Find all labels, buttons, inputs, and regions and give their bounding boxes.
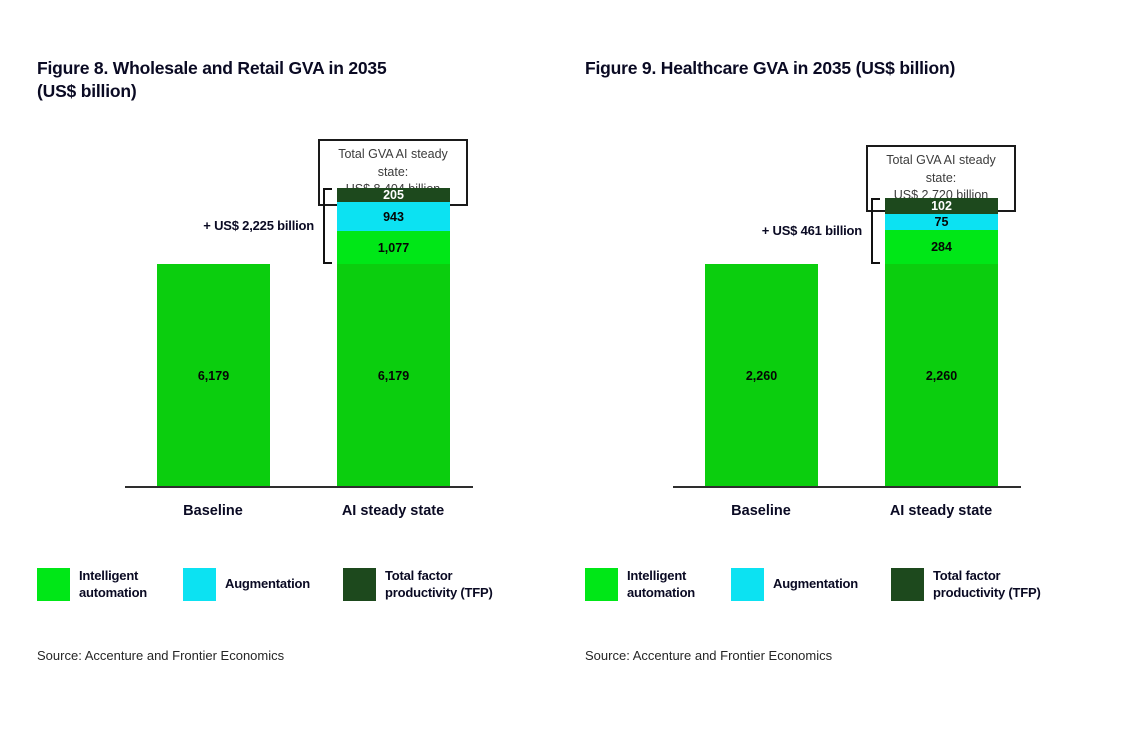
figure-9-ai-base-segment: 2,260 xyxy=(885,264,998,487)
figure-8-baseline-segment: 6,179 xyxy=(157,264,270,487)
tfp-swatch-icon xyxy=(891,568,924,601)
figure-8-augmentation-segment: 943 xyxy=(337,202,450,231)
legend-label-tfp: Total factor productivity (TFP) xyxy=(933,568,1041,600)
figure-9-ai-steady-state-bar: 102 75 284 2,260 xyxy=(885,198,998,487)
figure-8-increment-bracket xyxy=(323,188,332,264)
figure-8-tfp-value: 205 xyxy=(383,188,404,202)
figure-8-automation-value: 1,077 xyxy=(377,240,410,255)
legend-item-tfp: Total factor productivity (TFP) xyxy=(891,568,1063,601)
figure-9-increment-label: + US$ 461 billion xyxy=(761,223,862,238)
augmentation-swatch-icon xyxy=(731,568,764,601)
figure-8-baseline-value: 6,179 xyxy=(197,368,230,383)
figure-8-ai-base-segment: 6,179 xyxy=(337,264,450,487)
figure-8-title-line1: Figure 8. Wholesale and Retail GVA in 20… xyxy=(37,58,387,78)
legend-label-intelligent-automation: Intelligent automation xyxy=(79,568,148,600)
figure-9-baseline-value: 2,260 xyxy=(745,368,778,383)
legend-item-tfp: Total factor productivity (TFP) xyxy=(343,568,515,601)
figure-8-automation-segment: 1,077 xyxy=(337,231,450,264)
figure-9-augmentation-value: 75 xyxy=(934,215,949,229)
legend-label-augmentation: Augmentation xyxy=(225,576,310,592)
figure-8-legend: Intelligent automation Augmentation Tota… xyxy=(37,568,527,608)
figure-8-ai-axis-label: AI steady state xyxy=(341,503,445,519)
figure-8-augmentation-value: 943 xyxy=(383,209,404,224)
figure-9-legend: Intelligent automation Augmentation Tota… xyxy=(585,568,1075,608)
legend-item-augmentation: Augmentation xyxy=(731,568,883,601)
figure-9-ai-base-value: 2,260 xyxy=(925,368,958,383)
figure-8-x-axis xyxy=(125,486,473,488)
figure-9-total-gva-callout-line1: Total GVA AI steady state: xyxy=(886,153,996,185)
tfp-swatch-icon xyxy=(343,568,376,601)
augmentation-swatch-icon xyxy=(183,568,216,601)
figure-9-tfp-segment: 102 xyxy=(885,198,998,214)
legend-label-augmentation: Augmentation xyxy=(773,576,858,592)
figure-9-x-axis xyxy=(673,486,1021,488)
figure-9-automation-value: 284 xyxy=(931,240,952,254)
figure-9-tfp-value: 102 xyxy=(931,199,952,213)
figure-8-total-gva-callout-line1: Total GVA AI steady state: xyxy=(338,147,448,179)
figure-8-baseline-bar: 6,179 xyxy=(157,264,270,487)
figure-9-increment-bracket xyxy=(871,198,880,264)
figure-9-baseline-axis-label: Baseline xyxy=(731,503,791,519)
figure-9-title-line1: Figure 9. Healthcare GVA in 2035 (US$ bi… xyxy=(585,58,956,78)
legend-item-intelligent-automation: Intelligent automation xyxy=(37,568,169,601)
figure-9-ai-axis-label: AI steady state xyxy=(889,503,993,519)
figure-8-title-line2: (US$ billion) xyxy=(37,80,137,101)
figure-9-baseline-segment: 2,260 xyxy=(705,264,818,487)
legend-item-intelligent-automation: Intelligent automation xyxy=(585,568,717,601)
figure-8-increment-label: + US$ 2,225 billion xyxy=(203,218,314,233)
figure-9-healthcare-chart: Figure 9. Healthcare GVA in 2035 (US$ bi… xyxy=(585,0,1075,740)
figure-8-wholesale-retail-chart: Figure 8. Wholesale and Retail GVA in 20… xyxy=(37,0,527,740)
figure-8-ai-steady-state-bar: 205 943 1,077 6,179 xyxy=(337,188,450,487)
legend-label-intelligent-automation: Intelligent automation xyxy=(627,568,696,600)
intelligent-automation-swatch-icon xyxy=(585,568,618,601)
legend-label-tfp: Total factor productivity (TFP) xyxy=(385,568,493,600)
figure-8-source: Source: Accenture and Frontier Economics xyxy=(37,648,285,663)
figure-8-title: Figure 8. Wholesale and Retail GVA in 20… xyxy=(37,57,517,103)
figure-9-source: Source: Accenture and Frontier Economics xyxy=(585,648,833,663)
figure-9-baseline-bar: 2,260 xyxy=(705,264,818,487)
figure-9-title: Figure 9. Healthcare GVA in 2035 (US$ bi… xyxy=(585,57,1065,80)
intelligent-automation-swatch-icon xyxy=(37,568,70,601)
figure-8-tfp-segment: 205 xyxy=(337,188,450,202)
figure-9-automation-segment: 284 xyxy=(885,230,998,264)
figure-8-baseline-axis-label: Baseline xyxy=(183,503,243,519)
figure-8-ai-base-value: 6,179 xyxy=(377,368,410,383)
legend-item-augmentation: Augmentation xyxy=(183,568,335,601)
figure-9-augmentation-segment: 75 xyxy=(885,214,998,230)
